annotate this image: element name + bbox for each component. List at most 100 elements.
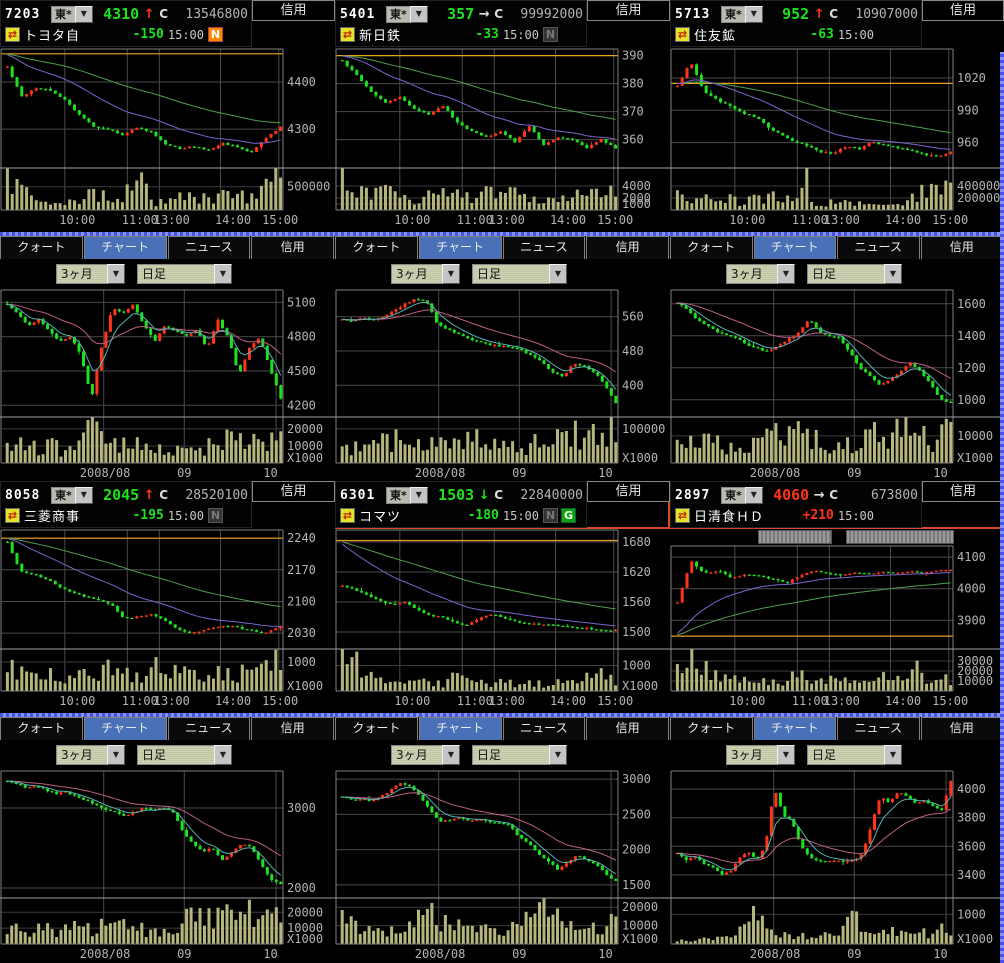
quote-time: 15:00 [502,27,539,42]
last-price: 952 [782,5,810,23]
interval-select[interactable]: 日足 ▼ [807,264,902,284]
period-select[interactable]: 3ヶ月 ▼ [391,264,460,284]
tab-credit[interactable]: 信用 [920,717,1003,740]
order-link-icon[interactable]: ⇄ [5,508,20,523]
interval-select[interactable]: 日足 ▼ [807,745,902,765]
tab-quote[interactable]: クォート [335,236,418,259]
tab-chart[interactable]: チャート [83,717,167,740]
chevron-down-icon[interactable]: ▼ [74,5,93,23]
daily-chart[interactable]: 4000 3800 3600 3400 1000 X1000 2008/08 09 10 [670,770,1004,962]
tab-chart[interactable]: チャート [753,717,836,740]
market-select[interactable]: 東* ▼ [721,5,763,23]
tab-chart[interactable]: チャート [418,717,502,740]
tab-news[interactable]: ニュース [167,236,251,259]
svg-text:10000: 10000 [957,429,993,443]
interval-select-value: 日足 [137,745,214,765]
intraday-chart[interactable]: 1680 1620 1560 1500 1000 X1000 10:00 11:00 13:00… [335,529,670,713]
interval-select[interactable]: 日足 ▼ [472,745,567,765]
intraday-chart[interactable]: 4400 4300 500000 10:00 11:00 13:00 14:00 15:00 [0,48,335,232]
market-select[interactable]: 東* ▼ [386,486,428,504]
chevron-down-icon[interactable]: ▼ [884,745,902,765]
tab-credit-top[interactable]: 信用 [252,0,335,21]
interval-select[interactable]: 日足 ▼ [137,745,232,765]
chevron-down-icon[interactable]: ▼ [549,264,567,284]
tab-credit-top[interactable]: 信用 [587,0,670,21]
tab-news[interactable]: ニュース [167,717,251,740]
tab-credit[interactable]: 信用 [586,717,669,740]
panel-tabs: クォート チャート ニュース 信用 [0,717,335,740]
intraday-chart[interactable]: 1020 990 960 400000 200000 10:00 11:00 13:00 14:… [670,48,1004,232]
chevron-down-icon[interactable]: ▼ [214,264,232,284]
chevron-down-icon[interactable]: ▼ [744,486,763,504]
chevron-down-icon[interactable]: ▼ [549,745,567,765]
tab-credit[interactable]: 信用 [586,236,669,259]
svg-text:2100: 2100 [287,595,316,609]
tab-quote[interactable]: クォート [670,717,753,740]
tab-credit-top[interactable]: 信用 [922,0,1004,21]
svg-text:400000: 400000 [957,179,1000,193]
tab-credit[interactable]: 信用 [920,236,1003,259]
chevron-down-icon[interactable]: ▼ [442,745,460,765]
day-volume: 22840000 [520,487,583,503]
market-select[interactable]: 東* ▼ [51,5,93,23]
chevron-down-icon[interactable]: ▼ [744,5,763,23]
order-link-icon[interactable]: ⇄ [675,508,690,523]
chevron-down-icon[interactable]: ▼ [777,745,795,765]
period-select[interactable]: 3ヶ月 ▼ [56,745,125,765]
tab-credit-top[interactable]: 信用 [587,481,670,502]
daily-chart[interactable]: 3000 2500 2000 1500 20000 10000 X1000 2008/08 09… [335,770,670,962]
order-link-icon[interactable]: ⇄ [340,27,355,42]
intraday-chart[interactable]: 4100 4000 3900 30000 20000 10000 10:00 11:00 13:… [670,545,1004,713]
order-link-icon[interactable]: ⇄ [675,27,690,42]
quote-header: 6301 東* ▼ 1503 ↓ C 22840000 ⇄ コマツ -180 1… [335,481,670,529]
daily-chart[interactable]: 5100 4800 4500 4200 20000 10000 X1000 2008/08 09… [0,289,335,481]
tab-news[interactable]: ニュース [502,236,586,259]
chevron-down-icon[interactable]: ▼ [107,745,125,765]
order-link-icon[interactable]: ⇄ [340,508,355,523]
intraday-chart[interactable]: 390 380 370 360 4000 2000 1000 10:00 11:00 13:00 1… [335,48,670,232]
tab-quote[interactable]: クォート [335,717,418,740]
tab-credit-top[interactable]: 信用 [252,481,335,502]
tab-quote[interactable]: クォート [0,717,83,740]
tab-credit[interactable]: 信用 [251,717,334,740]
chevron-down-icon[interactable]: ▼ [777,264,795,284]
order-link-icon[interactable]: ⇄ [5,27,20,42]
chevron-down-icon[interactable]: ▼ [74,486,93,504]
tab-news[interactable]: ニュース [837,717,920,740]
chevron-down-icon[interactable]: ▼ [214,745,232,765]
tab-quote[interactable]: クォート [0,236,83,259]
market-select[interactable]: 東* ▼ [721,486,763,504]
period-select[interactable]: 3ヶ月 ▼ [726,745,795,765]
tab-credit-top[interactable]: 信用 [922,481,1004,502]
chevron-down-icon[interactable]: ▼ [409,486,428,504]
period-select-value: 3ヶ月 [391,745,442,765]
interval-select[interactable]: 日足 ▼ [137,264,232,284]
tab-news[interactable]: ニュース [502,717,586,740]
tab-credit[interactable]: 信用 [251,236,334,259]
price-change: -33 [475,27,499,42]
chevron-down-icon[interactable]: ▼ [884,264,902,284]
chevron-down-icon[interactable]: ▼ [107,264,125,284]
tab-news[interactable]: ニュース [837,236,920,259]
daily-chart[interactable]: 3000 2000 20000 10000 X1000 2008/08 09 10 [0,770,335,962]
daily-chart[interactable]: 1600 1400 1200 1000 10000 X1000 2008/08 09 10 [670,289,1004,481]
quote-row-2: ⇄ 新日鉄 -33 15:00 N [340,25,583,44]
market-select[interactable]: 東* ▼ [386,5,428,23]
daily-chart[interactable]: 560 480 400 100000 X1000 2008/08 09 10 [335,289,670,481]
tab-quote[interactable]: クォート [670,236,753,259]
period-select-value: 3ヶ月 [726,745,777,765]
svg-text:20000: 20000 [622,900,658,914]
period-select[interactable]: 3ヶ月 ▼ [726,264,795,284]
svg-text:10000: 10000 [287,921,323,935]
tab-chart[interactable]: チャート [753,236,836,259]
chevron-down-icon[interactable]: ▼ [442,264,460,284]
separator [670,713,1004,717]
tab-chart[interactable]: チャート [418,236,502,259]
market-select[interactable]: 東* ▼ [51,486,93,504]
interval-select[interactable]: 日足 ▼ [472,264,567,284]
tab-chart[interactable]: チャート [83,236,167,259]
chevron-down-icon[interactable]: ▼ [409,5,428,23]
period-select[interactable]: 3ヶ月 ▼ [56,264,125,284]
intraday-chart[interactable]: 2240 2170 2100 2030 1000 X1000 10:00 11:00 13:00… [0,529,335,713]
period-select[interactable]: 3ヶ月 ▼ [391,745,460,765]
